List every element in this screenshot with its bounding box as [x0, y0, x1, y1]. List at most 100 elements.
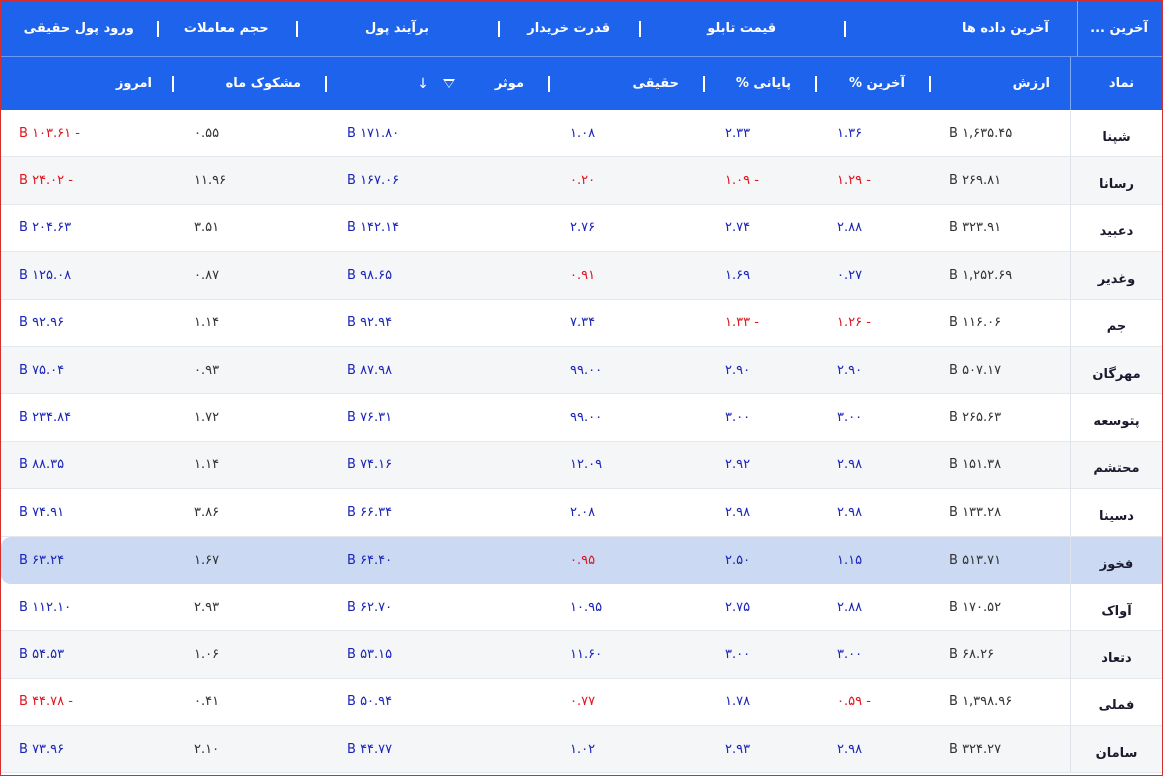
cell-suspicious-month-text: ۰.۵۵ — [194, 125, 220, 141]
table-row[interactable]: دعبید ۳۲۳.۹۱ B ۲.۸۸ ۲.۷۴ ۲.۷۶ ۱۴۲.۱۴ B ۳.۵۱ ۲۰۴… — [1, 204, 1162, 253]
cell-value: ۱,۳۹۸.۹۶ B — [929, 679, 1070, 725]
cell-suspicious-month: ۲.۱۰ — [172, 726, 325, 772]
header-group-row: آخرین ... آخرین داده ها قیمت تابلو قدرت … — [1, 1, 1162, 57]
cell-value-text: ۲۶۹.۸۱ B — [949, 173, 1002, 189]
cell-symbol[interactable]: فخوز — [1070, 536, 1162, 584]
cell-symbol-text: آواک — [1101, 603, 1132, 619]
cell-symbol[interactable]: محتشم — [1070, 441, 1162, 489]
cell-suspicious-month-text: ۳.۸۶ — [194, 504, 220, 520]
table-row[interactable]: دسینا ۱۳۳.۲۸ B ۲.۹۸ ۲.۹۸ ۲.۰۸ ۶۶.۳۴ B ۳.۸۶ ۷۴.۹… — [1, 489, 1162, 537]
cell-suspicious-month-text: ۳.۵۱ — [194, 220, 220, 236]
header-money-flow[interactable]: برآیند پول — [295, 1, 498, 56]
col-last-pct[interactable]: آخرین % — [815, 57, 929, 110]
cell-symbol[interactable]: مهرگان — [1070, 346, 1162, 394]
cell-real-text: ۲.۰۸ — [570, 504, 596, 520]
cell-final-pct: ۲.۹۳ — [703, 726, 815, 772]
cell-today-text: ۸۸.۳۵ B — [19, 457, 65, 473]
header-trade-volume-label: حجم معاملات — [183, 21, 269, 36]
header-symbol-group[interactable]: آخرین ... — [1076, 1, 1162, 56]
col-value-label: ارزش — [1012, 76, 1050, 91]
col-today[interactable]: امروز — [1, 57, 172, 110]
cell-effective: ۱۷۱.۸۰ B — [325, 110, 548, 156]
table-row[interactable]: جم ۱۱۶.۰۶ B - ۱.۲۶ - ۱.۳۳ ۷.۳۴ ۹۲.۹۴ B ۱.۱۴ ۹۲.… — [1, 299, 1162, 347]
cell-symbol[interactable]: جم — [1070, 299, 1162, 346]
cell-symbol[interactable]: فملی — [1070, 678, 1162, 726]
table-row[interactable]: شپنا ۱,۶۳۵.۴۵ B ۱.۳۶ ۲.۳۳ ۱.۰۸ ۱۷۱.۸۰ B ۰.۵۵ - … — [1, 110, 1162, 158]
col-effective-tools: ↓ — [417, 76, 455, 92]
arrow-down-icon[interactable]: ↓ — [417, 75, 429, 92]
table-row[interactable]: مهرگان ۵۰۷.۱۷ B ۲.۹۰ ۲.۹۰ ۹۹.۰۰ ۸۷.۹۸ B ۰.۹۳ ۷۵… — [1, 346, 1162, 395]
cell-effective-text: ۹۲.۹۴ B — [347, 315, 393, 331]
cell-real: ۰.۹۱ — [548, 252, 703, 298]
table-row[interactable]: سامان ۳۲۴.۲۷ B ۲.۹۸ ۲.۹۳ ۱.۰۲ ۴۴.۷۷ B ۲.۱۰ ۷۳.۹… — [1, 726, 1162, 774]
header-real-money-inflow[interactable]: ورود پول حقیقی — [1, 1, 157, 56]
cell-today: - ۲۴.۰۲ B — [1, 157, 172, 203]
col-effective[interactable]: موثر ↓ — [325, 57, 548, 110]
table-row[interactable]: فخوز ۵۱۳.۷۱ B ۱.۱۵ ۲.۵۰ ۰.۹۵ ۶۴.۴۰ B ۱.۶۷ ۶۳.۲۴… — [1, 536, 1162, 584]
header-column-row: نماد ارزش آخرین % پایانی % حقیقی موثر ↓ … — [1, 57, 1162, 110]
cell-value-text: ۵۱۳.۷۱ B — [949, 552, 1002, 568]
table-row[interactable]: فملی ۱,۳۹۸.۹۶ B - ۰.۵۹ ۱.۷۸ ۰.۷۷ ۵۰.۹۴ B ۰.۴۱ -… — [1, 678, 1162, 727]
table-row[interactable]: محتشم ۱۵۱.۳۸ B ۲.۹۸ ۲.۹۲ ۱۲.۰۹ ۷۴.۱۶ B ۱.۱۴ ۸۸.… — [1, 441, 1162, 490]
cell-effective-text: ۶۲.۷۰ B — [347, 599, 393, 615]
cell-symbol[interactable]: رسانا — [1070, 157, 1162, 204]
header-trade-volume[interactable]: حجم معاملات — [156, 1, 296, 56]
header-last-data[interactable]: آخرین داده ها — [844, 1, 1077, 56]
cell-final-pct: ۲.۳۳ — [703, 110, 815, 156]
cell-value: ۲۶۹.۸۱ B — [929, 157, 1070, 203]
header-buyer-power[interactable]: قدرت خریدار — [498, 1, 639, 56]
cell-last-pct: ۲.۹۸ — [815, 489, 929, 535]
header-board-price[interactable]: قیمت تابلو — [639, 1, 844, 56]
cell-real: ۱۰.۹۵ — [548, 584, 703, 630]
cell-effective-text: ۵۳.۱۵ B — [347, 646, 393, 662]
cell-today: ۲۰۴.۶۳ B — [1, 205, 172, 251]
cell-real-text: ۰.۹۵ — [570, 552, 596, 568]
cell-real: ۲.۰۸ — [548, 489, 703, 535]
col-final-pct[interactable]: پایانی % — [703, 57, 815, 110]
cell-value: ۳۲۴.۲۷ B — [929, 726, 1070, 772]
cell-last-pct-text: ۲.۹۸ — [837, 457, 863, 473]
cell-last-pct-text: ۳.۰۰ — [837, 410, 863, 426]
cell-symbol[interactable]: وغدیر — [1070, 252, 1162, 299]
cell-final-pct: ۲.۷۴ — [703, 205, 815, 251]
cell-final-pct-text: ۲.۹۰ — [725, 362, 751, 378]
cell-symbol[interactable]: آواک — [1070, 583, 1162, 631]
col-real[interactable]: حقیقی — [548, 57, 703, 110]
cell-real-text: ۱.۰۸ — [570, 125, 596, 141]
cell-symbol[interactable]: دتعاد — [1070, 631, 1162, 678]
cell-symbol[interactable]: دعبید — [1070, 204, 1162, 252]
table-row[interactable]: آواک ۱۷۰.۵۲ B ۲.۸۸ ۲.۷۵ ۱۰.۹۵ ۶۲.۷۰ B ۲.۹۳ ۱۱۲.… — [1, 583, 1162, 632]
cell-value: ۵۱۳.۷۱ B — [929, 537, 1070, 584]
cell-last-pct-text: ۰.۲۷ — [837, 267, 863, 283]
col-suspicious-month[interactable]: مشکوک ماه — [172, 57, 325, 110]
cell-last-pct-text: ۲.۹۸ — [837, 741, 863, 757]
col-symbol[interactable]: نماد — [1070, 57, 1162, 110]
table-row[interactable]: دتعاد ۶۸.۲۶ B ۳.۰۰ ۳.۰۰ ۱۱.۶۰ ۵۳.۱۵ B ۱.۰۶ ۵۴.۵… — [1, 631, 1162, 679]
table-row[interactable]: پتوسعه ۲۶۵.۶۳ B ۳.۰۰ ۳.۰۰ ۹۹.۰۰ ۷۶.۳۱ B ۱.۷۲ ۲۳… — [1, 394, 1162, 442]
col-value[interactable]: ارزش — [929, 57, 1070, 110]
cell-real-text: ۱.۰۲ — [570, 741, 596, 757]
cell-symbol[interactable]: پتوسعه — [1070, 394, 1162, 441]
cell-final-pct: ۲.۹۸ — [703, 489, 815, 535]
cell-today-text: ۱۱۲.۱۰ B — [19, 599, 72, 615]
cell-real: ۰.۷۷ — [548, 679, 703, 725]
cell-effective-text: ۷۴.۱۶ B — [347, 457, 393, 473]
cell-symbol[interactable]: سامان — [1070, 726, 1162, 773]
cell-suspicious-month-text: ۲.۹۳ — [194, 599, 220, 615]
cell-value: ۶۸.۲۶ B — [929, 631, 1070, 677]
cell-today-text: ۱۲۵.۰۸ B — [19, 267, 72, 283]
filter-icon[interactable] — [442, 79, 455, 88]
cell-final-pct: - ۱.۰۹ — [703, 157, 815, 203]
cell-value: ۲۶۵.۶۳ B — [929, 394, 1070, 440]
table-row[interactable]: رسانا ۲۶۹.۸۱ B - ۱.۲۹ - ۱.۰۹ ۰.۲۰ ۱۶۷.۰۶ B ۱۱.… — [1, 157, 1162, 205]
cell-today: ۲۳۴.۸۴ B — [1, 394, 172, 440]
cell-final-pct-text: ۲.۳۳ — [725, 125, 751, 141]
table-row[interactable]: وغدیر ۱,۲۵۲.۶۹ B ۰.۲۷ ۱.۶۹ ۰.۹۱ ۹۸.۶۵ B ۰.۸۷ ۱۲… — [1, 252, 1162, 300]
cell-symbol[interactable]: شپنا — [1070, 110, 1162, 157]
cell-final-pct-text: ۳.۰۰ — [725, 646, 751, 662]
cell-symbol[interactable]: دسینا — [1070, 489, 1162, 536]
cell-value-text: ۱۵۱.۳۸ B — [949, 457, 1002, 473]
cell-suspicious-month: ۰.۴۱ — [172, 679, 325, 725]
cell-suspicious-month: ۲.۹۳ — [172, 584, 325, 630]
